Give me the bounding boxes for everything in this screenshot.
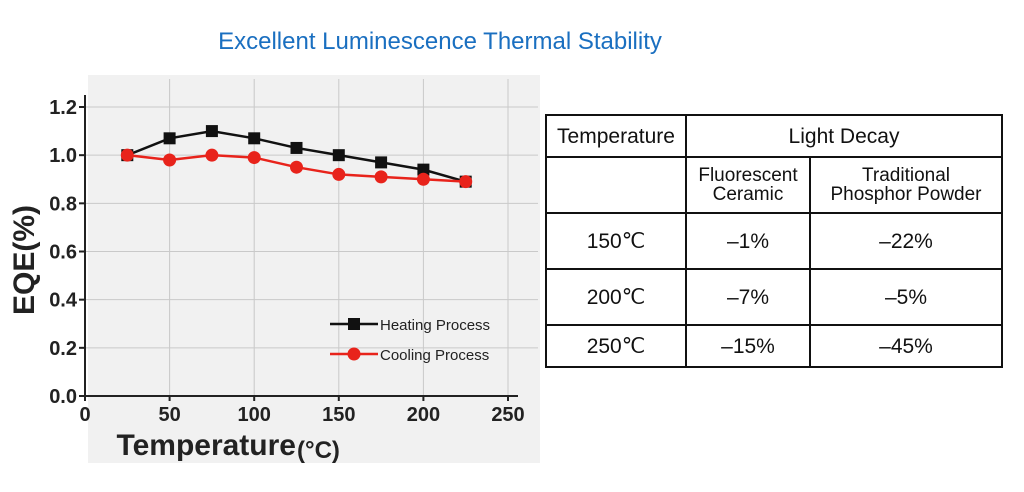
light-decay-table: Temperature Light Decay Fluorescent Cera… — [545, 114, 1003, 368]
table-subheader-row: Fluorescent Ceramic Traditional Phosphor… — [545, 156, 1003, 214]
axes — [79, 95, 518, 401]
x-axis-unit: (°C) — [297, 437, 340, 464]
row-temperature: 150℃ — [545, 212, 687, 270]
cooling-point — [163, 153, 177, 167]
cooling-point — [332, 167, 346, 181]
subheader-fluorescent-ceramic: Fluorescent Ceramic — [685, 156, 811, 214]
table-header-row: Temperature Light Decay — [545, 114, 1003, 158]
x-tick-label: 50 — [158, 404, 180, 426]
legend-label: Cooling Process — [380, 347, 489, 364]
row-powder-decay: –45% — [809, 324, 1003, 368]
subheader-powder-line1: Traditional — [861, 165, 950, 186]
x-tick-label: 100 — [238, 404, 271, 426]
y-tick-label: 1.0 — [49, 145, 77, 167]
grid — [85, 79, 538, 396]
x-tick-label: 0 — [79, 404, 90, 426]
heating-point — [290, 141, 303, 154]
plot-panel — [88, 75, 540, 463]
tick-labels: 0 50 100 150 200 250 0.0 0.2 0.4 0.6 0.8 1.0 1.2 — [49, 97, 525, 426]
row-powder-decay: –5% — [809, 268, 1003, 326]
x-tick-label: 150 — [322, 404, 355, 426]
row-ceramic-decay: –1% — [685, 212, 811, 270]
heating-point — [248, 132, 261, 145]
header-light-decay: Light Decay — [685, 114, 1003, 158]
row-temperature: 250℃ — [545, 324, 687, 368]
row-temperature: 200℃ — [545, 268, 687, 326]
cooling-point — [459, 175, 473, 189]
x-axis-title: Temperature — [116, 429, 296, 462]
y-tick-label: 0.6 — [49, 242, 77, 264]
subheader-empty-cell — [545, 156, 687, 214]
cooling-point — [205, 148, 219, 162]
y-tick-label: 0.2 — [49, 338, 77, 360]
subheader-ceramic-line2: Ceramic — [712, 184, 784, 205]
heating-point — [205, 125, 218, 138]
y-tick-label: 1.2 — [49, 97, 77, 119]
eqe-line-chart: 0 50 100 150 200 250 0.0 0.2 0.4 0.6 0.8 1.0 1.2 EQE… — [8, 75, 540, 464]
cooling-point — [374, 170, 388, 184]
row-ceramic-decay: –15% — [685, 324, 811, 368]
heating-point — [163, 132, 176, 145]
table-row: 150℃ –1% –22% — [545, 212, 1003, 270]
table-row: 200℃ –7% –5% — [545, 268, 1003, 326]
subheader-ceramic-line1: Fluorescent — [698, 165, 798, 186]
header-temperature: Temperature — [545, 114, 687, 158]
x-tick-label: 250 — [491, 404, 524, 426]
cooling-point — [290, 160, 303, 174]
heating-point — [417, 163, 430, 176]
row-powder-decay: –22% — [809, 212, 1003, 270]
heating-point — [332, 149, 345, 162]
legend: Heating Process Cooling Process — [330, 317, 490, 364]
subheader-powder-line2: Phosphor Powder — [830, 184, 982, 205]
heating-point — [375, 156, 388, 169]
series — [120, 125, 473, 189]
row-ceramic-decay: –7% — [685, 268, 811, 326]
cooling-point — [247, 151, 261, 165]
table-row: 250℃ –15% –45% — [545, 324, 1003, 368]
cooling-point — [416, 172, 430, 186]
y-tick-label: 0.0 — [49, 386, 77, 408]
legend-label: Heating Process — [380, 317, 490, 334]
y-tick-label: 0.4 — [49, 290, 78, 312]
y-tick-label: 0.8 — [49, 193, 77, 215]
cooling-point — [120, 148, 134, 162]
legend-marker-square — [348, 318, 360, 330]
y-axis-title: EQE(%) — [8, 205, 41, 315]
page-title: Excellent Luminescence Thermal Stability — [218, 28, 662, 55]
legend-marker-circle — [347, 347, 361, 361]
subheader-phosphor-powder: Traditional Phosphor Powder — [809, 156, 1003, 214]
x-tick-label: 200 — [407, 404, 440, 426]
